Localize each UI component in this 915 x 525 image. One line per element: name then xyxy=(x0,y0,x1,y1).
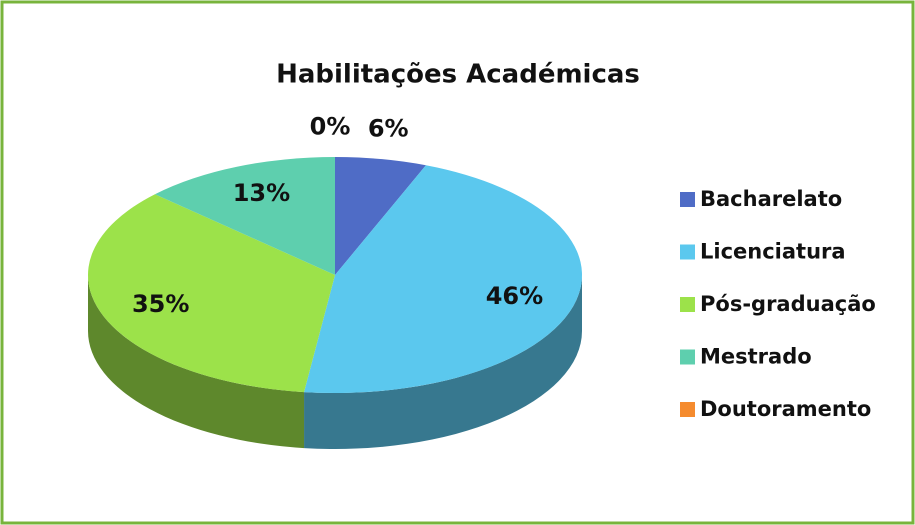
legend-label: Licenciatura xyxy=(700,240,846,264)
data-label: 0% xyxy=(310,112,351,140)
data-label: 35% xyxy=(132,290,189,318)
data-label: 46% xyxy=(486,282,543,310)
chart-title: Habilitações Académicas xyxy=(276,60,640,90)
legend-swatch xyxy=(680,349,695,365)
data-label: 13% xyxy=(233,179,290,207)
slice-side xyxy=(88,275,305,449)
legend-swatch xyxy=(680,402,695,417)
legend-swatch xyxy=(680,244,695,260)
legend-swatch xyxy=(680,297,695,312)
legend-label: Pós-graduação xyxy=(700,292,876,316)
legend-label: Mestrado xyxy=(700,345,812,369)
legend-label: Bacharelato xyxy=(700,187,842,211)
legend-label: Doutoramento xyxy=(700,397,871,421)
legend-swatch xyxy=(680,192,695,207)
slice xyxy=(335,157,426,275)
slice xyxy=(87,194,335,393)
slice xyxy=(154,157,335,275)
data-label: 6% xyxy=(368,115,409,143)
slice xyxy=(304,165,582,394)
slice-side xyxy=(304,275,582,450)
